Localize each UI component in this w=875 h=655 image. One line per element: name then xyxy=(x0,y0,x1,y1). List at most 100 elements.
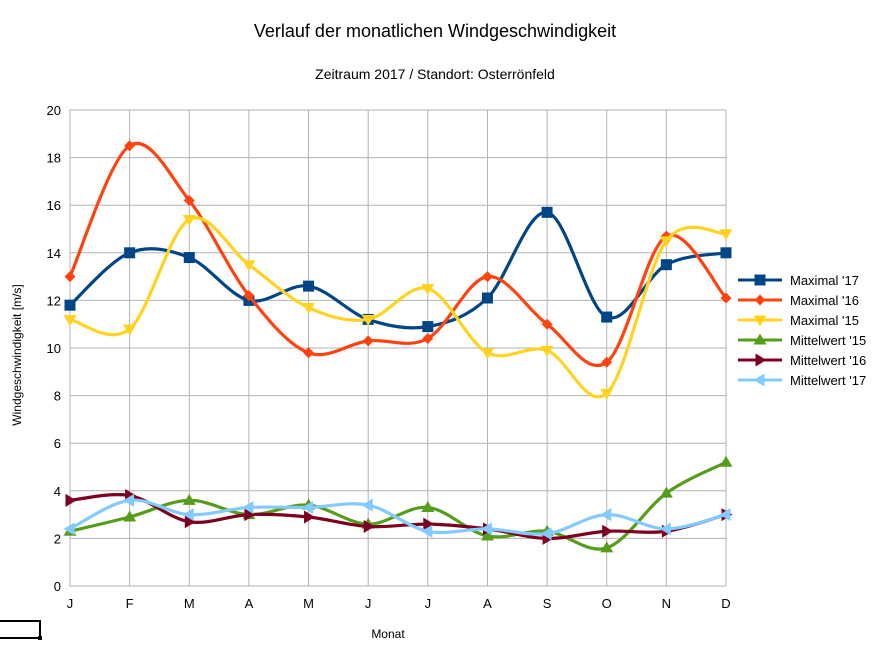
x-tick-label: J xyxy=(365,596,372,611)
data-point xyxy=(541,318,553,330)
data-point xyxy=(65,493,77,507)
data-point xyxy=(123,493,135,507)
data-point xyxy=(243,290,255,302)
legend-marker xyxy=(754,274,766,286)
data-point xyxy=(123,510,137,522)
series-line xyxy=(68,141,728,367)
legend-label: Maximal '15 xyxy=(790,313,859,328)
data-point xyxy=(363,520,375,533)
data-point xyxy=(541,206,553,218)
corner-handle xyxy=(38,636,42,640)
x-tick-label: N xyxy=(662,596,671,611)
x-tick-label: M xyxy=(303,596,314,611)
series xyxy=(63,493,731,541)
data-point xyxy=(64,299,76,311)
chart-subtitle: Zeitraum 2017 / Standort: Osterrönfeld xyxy=(315,66,555,82)
data-point xyxy=(481,271,493,283)
y-tick-label: 12 xyxy=(47,293,61,308)
legend: Maximal '17 Maximal '16 Maximal '15 Mittelw… xyxy=(738,273,866,388)
data-point xyxy=(182,508,194,522)
y-axis-label: Windgeschwindigkeit [m/s] xyxy=(10,284,24,425)
chart-title: Verlauf der monatlichen Windgeschwindigk… xyxy=(254,21,616,41)
data-point xyxy=(423,517,435,531)
gridlines xyxy=(69,109,727,587)
data-point xyxy=(421,284,435,295)
series xyxy=(64,140,732,368)
y-tick-label: 0 xyxy=(54,579,61,594)
legend-item: Mittelwert '17 xyxy=(738,373,866,388)
legend-marker xyxy=(755,353,767,367)
data-point xyxy=(124,140,136,152)
y-tick-label: 20 xyxy=(47,103,61,118)
x-tick-label: J xyxy=(425,596,432,611)
data-point xyxy=(123,324,137,336)
data-point xyxy=(421,500,435,512)
x-axis-label: Monat xyxy=(371,627,405,641)
x-tick-label: F xyxy=(126,596,134,611)
y-tick-label: 6 xyxy=(54,436,61,451)
data-point xyxy=(719,508,731,522)
data-point xyxy=(600,508,612,522)
x-tick-label: A xyxy=(245,596,254,611)
data-point xyxy=(540,527,552,541)
legend-label: Maximal '17 xyxy=(790,273,859,288)
y-tick-label: 18 xyxy=(47,151,61,166)
legend-item: Mittelwert '16 xyxy=(738,353,866,368)
data-point xyxy=(362,335,374,347)
data-point xyxy=(660,259,672,271)
data-point xyxy=(182,493,196,505)
data-point xyxy=(421,524,433,538)
y-tick-label: 10 xyxy=(47,341,61,356)
data-point xyxy=(303,280,315,292)
data-point xyxy=(184,515,196,529)
x-tick-label: J xyxy=(67,596,74,611)
data-point xyxy=(242,260,256,272)
data-point xyxy=(480,522,492,536)
data-point xyxy=(422,332,434,344)
legend-item: Maximal '17 xyxy=(738,273,859,288)
data-point xyxy=(659,486,673,498)
data-point xyxy=(601,356,613,368)
axes: 0 2 4 6 8 10 12 14 16 18 20 J F M A M J J A S O N D xyxy=(47,103,731,611)
data-point xyxy=(304,510,316,524)
data-point xyxy=(244,508,256,522)
data-point xyxy=(720,247,732,259)
series-line xyxy=(68,210,728,330)
data-point xyxy=(480,529,494,541)
data-point xyxy=(600,541,614,553)
legend-marker xyxy=(753,333,767,345)
x-tick-label: D xyxy=(721,596,730,611)
data-point xyxy=(183,194,195,206)
data-point xyxy=(659,236,673,248)
data-point xyxy=(719,455,733,467)
data-point xyxy=(63,522,75,536)
series xyxy=(63,214,733,400)
y-tick-label: 8 xyxy=(54,389,61,404)
series-line xyxy=(68,498,728,536)
data-point xyxy=(302,500,314,514)
data-point xyxy=(659,522,671,536)
legend-marker xyxy=(754,294,766,306)
data-point xyxy=(422,321,434,333)
data-point xyxy=(601,311,613,323)
data-point xyxy=(64,271,76,283)
x-tick-label: A xyxy=(483,596,492,611)
data-point xyxy=(600,388,614,400)
data-point xyxy=(183,252,195,264)
data-point xyxy=(720,292,732,304)
data-point xyxy=(63,314,77,326)
data-point xyxy=(540,345,554,357)
data-point xyxy=(242,500,254,514)
x-tick-label: S xyxy=(543,596,552,611)
corner-bracket-shape xyxy=(0,620,41,639)
legend-label: Mittelwert '17 xyxy=(790,373,866,388)
data-point xyxy=(719,229,733,241)
data-point xyxy=(481,292,493,304)
y-tick-label: 16 xyxy=(47,198,61,213)
x-tick-label: O xyxy=(602,596,612,611)
y-tick-label: 4 xyxy=(54,484,61,499)
data-point xyxy=(182,214,196,226)
legend-item: Mittelwert '15 xyxy=(738,333,866,348)
